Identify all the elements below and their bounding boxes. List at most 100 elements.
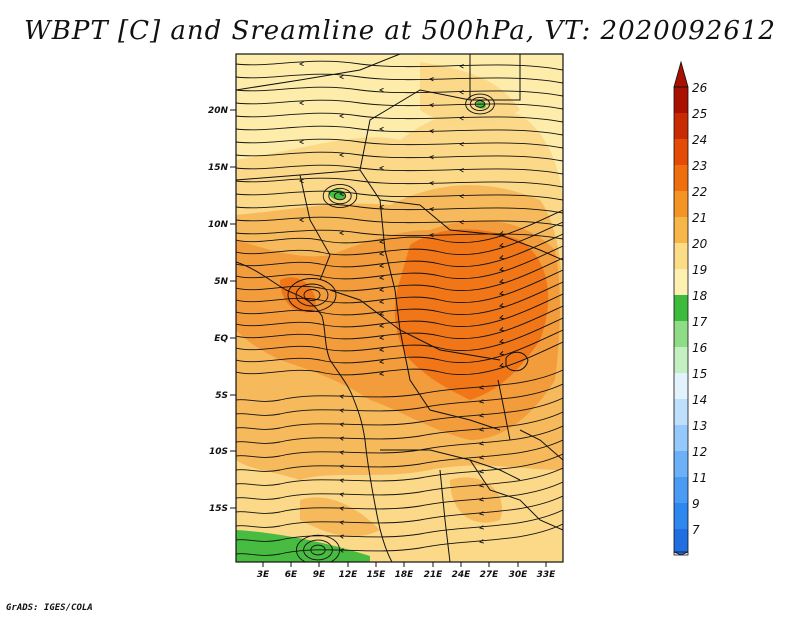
coastlines-borders bbox=[236, 54, 563, 562]
colorbar-label: 26 bbox=[692, 81, 708, 95]
streamline-arrow bbox=[499, 327, 505, 332]
streamline bbox=[236, 60, 563, 71]
colorbar-segment: 18 bbox=[674, 289, 708, 321]
streamline-arrow bbox=[458, 168, 464, 173]
streamline bbox=[236, 164, 563, 175]
colorbar-cell bbox=[674, 321, 688, 347]
wbpt-field bbox=[236, 54, 563, 562]
lon-tick: 33E bbox=[537, 562, 557, 580]
colorbar-segment: 17 bbox=[674, 315, 708, 347]
colorbar-label: 22 bbox=[692, 185, 707, 199]
streamline-arrow bbox=[499, 231, 505, 236]
streamline-arrow bbox=[478, 483, 484, 488]
streamline-arrow bbox=[478, 539, 484, 544]
streamline-arrow bbox=[499, 267, 505, 272]
svg-text:9E: 9E bbox=[313, 570, 326, 580]
border bbox=[439, 469, 451, 562]
streamline-arrow bbox=[378, 87, 384, 93]
streamline-arrow bbox=[338, 534, 344, 539]
colorbar-cell bbox=[674, 477, 688, 503]
streamline-arrow bbox=[428, 77, 434, 82]
streamline bbox=[236, 99, 563, 110]
streamline-arrow bbox=[338, 113, 344, 119]
svg-text:EQ: EQ bbox=[214, 334, 228, 344]
colorbar: 7 9 11 12 13 14 15 16 17 18 19 20 21 22 … bbox=[673, 60, 708, 556]
streamline-vortex bbox=[303, 289, 321, 301]
streamline-arrow bbox=[338, 74, 344, 80]
streamline bbox=[236, 177, 563, 188]
colorbar-cell bbox=[674, 217, 688, 243]
streamline-arrow bbox=[428, 181, 434, 186]
streamline-arrow bbox=[458, 142, 464, 147]
lat-tick: 5N bbox=[214, 277, 236, 287]
lat-tick: EQ bbox=[214, 334, 236, 344]
colorbar-cell bbox=[674, 451, 688, 477]
svg-text:10N: 10N bbox=[208, 220, 229, 230]
streamline-arrow bbox=[378, 323, 384, 328]
border bbox=[469, 54, 521, 101]
streamline-arrow bbox=[428, 129, 434, 134]
streamline bbox=[236, 495, 563, 528]
border bbox=[469, 459, 563, 531]
colorbar-segment: 24 bbox=[674, 133, 707, 165]
streamline-arrow bbox=[499, 363, 505, 368]
streamline bbox=[236, 467, 563, 500]
colorbar-label: 15 bbox=[692, 367, 707, 381]
border bbox=[299, 174, 331, 281]
colorbar-cell bbox=[674, 503, 688, 529]
streamline-arrow bbox=[338, 436, 344, 441]
streamline-arrow bbox=[378, 335, 384, 340]
streamline bbox=[236, 216, 563, 227]
colorbar-segment: 20 bbox=[674, 237, 708, 269]
streamline-vortex bbox=[303, 539, 333, 561]
colorbar-segment: 26 bbox=[674, 81, 708, 113]
border bbox=[519, 429, 563, 461]
streamline-arrow bbox=[338, 478, 344, 483]
streamline-arrow bbox=[378, 239, 384, 244]
colorbar-label: 21 bbox=[692, 211, 707, 225]
colorbar-segment: 14 bbox=[674, 393, 707, 425]
wbpt-22-area bbox=[236, 300, 300, 342]
streamline-arrow bbox=[378, 126, 384, 132]
colorbar-label: 12 bbox=[692, 445, 707, 459]
streamline-arrow bbox=[499, 291, 505, 296]
lon-tick: 15E bbox=[367, 562, 386, 580]
colorbar-cell bbox=[674, 373, 688, 399]
colorbar-label: 23 bbox=[692, 159, 707, 173]
svg-text:3E: 3E bbox=[257, 570, 270, 580]
svg-text:33E: 33E bbox=[537, 570, 557, 580]
streamline-vortex bbox=[474, 100, 486, 108]
svg-text:10S: 10S bbox=[209, 447, 228, 457]
lon-tick: 9E bbox=[313, 562, 326, 580]
colorbar-label: 13 bbox=[692, 419, 707, 433]
streamline bbox=[236, 439, 563, 472]
svg-text:5N: 5N bbox=[214, 277, 228, 287]
streamline bbox=[236, 190, 563, 201]
colorbar-segment: 16 bbox=[674, 341, 708, 373]
streamline-arrow bbox=[338, 230, 344, 236]
streamline-arrow bbox=[378, 287, 384, 292]
streamline-arrow bbox=[378, 251, 384, 256]
coastline bbox=[236, 261, 393, 562]
streamline-arrow bbox=[458, 64, 464, 69]
lon-tick: 21E bbox=[424, 562, 443, 580]
colorbar-segment: 22 bbox=[674, 185, 707, 217]
streamline bbox=[236, 203, 563, 214]
colorbar-segment: 19 bbox=[674, 263, 707, 295]
lat-tick: 5S bbox=[215, 391, 236, 401]
colorbar-label: 14 bbox=[692, 393, 707, 407]
streamline-arrow bbox=[378, 359, 384, 364]
streamline bbox=[236, 425, 563, 458]
streamline-arrow bbox=[499, 279, 505, 284]
streamline-vortex bbox=[322, 183, 358, 208]
lat-tick: 15S bbox=[209, 504, 236, 514]
map-panel bbox=[235, 53, 564, 563]
border bbox=[236, 54, 401, 91]
lat-tick: 10N bbox=[208, 220, 236, 230]
map-title: WBPT [C] and Sreamline at 500hPa, VT: 20… bbox=[24, 16, 776, 46]
colorbar-segment: 25 bbox=[674, 107, 707, 139]
lat-tick: 15N bbox=[208, 163, 236, 173]
streamline-arrow bbox=[499, 339, 505, 344]
streamline-arrow bbox=[478, 525, 484, 530]
lake-victoria bbox=[505, 351, 529, 372]
